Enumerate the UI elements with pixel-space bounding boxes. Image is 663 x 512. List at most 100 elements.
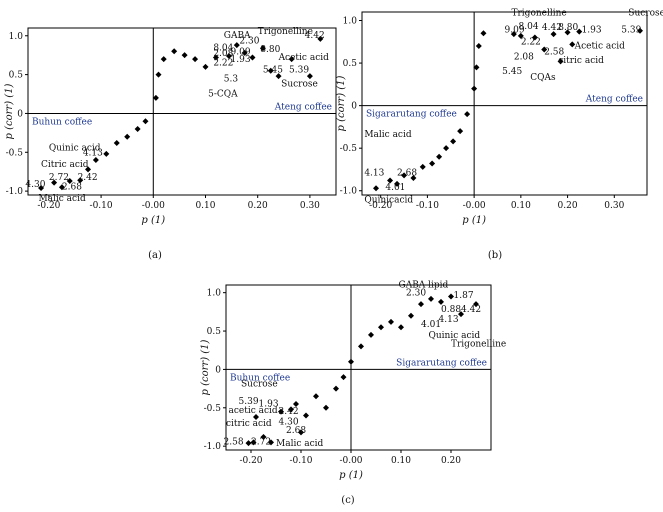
annotation-label: 1.93 xyxy=(259,399,279,409)
data-point xyxy=(245,440,252,447)
data-point xyxy=(160,56,167,63)
data-point xyxy=(233,42,240,49)
data-point xyxy=(464,111,471,118)
data-point xyxy=(124,133,131,140)
plot-frame xyxy=(225,284,492,451)
data-point xyxy=(253,414,259,420)
annotation-label: 2.08 xyxy=(213,49,233,59)
annotation-label: Trigonelline xyxy=(512,8,567,18)
data-point xyxy=(408,312,414,319)
quadrant-label-right: Ateng coffee xyxy=(274,102,332,112)
data-point xyxy=(317,35,324,42)
data-point xyxy=(323,404,329,411)
quadrant-label-left: Buhun coffee xyxy=(32,117,92,127)
quadrant-label-right: Sigararutang coffee xyxy=(396,358,487,368)
data-point xyxy=(378,324,384,331)
annotation-label: 8.04 xyxy=(213,44,233,54)
annotation-label: 8.80 xyxy=(260,45,280,55)
quadrant-label-left: Buhun coffee xyxy=(230,373,290,383)
panel-caption: (c) xyxy=(341,495,355,506)
y-tick-label: 0.5 xyxy=(343,59,358,69)
annotation-label: 5.3 xyxy=(224,75,239,85)
annotation-label: 9.09 xyxy=(231,47,251,57)
data-point xyxy=(260,433,267,440)
data-point xyxy=(443,145,450,152)
data-point xyxy=(557,58,564,65)
y-tick-label: -0.5 xyxy=(204,404,222,414)
x-tick-label: -0.20 xyxy=(37,201,60,211)
annotation-label: 1.93 xyxy=(231,55,251,65)
data-point xyxy=(418,301,424,308)
plot-frame xyxy=(361,11,648,196)
x-tick-label: -0.10 xyxy=(289,456,312,466)
data-point xyxy=(636,27,643,34)
data-point xyxy=(448,293,454,300)
data-point xyxy=(192,56,199,63)
data-point xyxy=(202,63,209,70)
data-point xyxy=(358,343,364,350)
data-point xyxy=(480,30,487,37)
annotation-label: 2.68 xyxy=(286,426,306,436)
data-point xyxy=(250,439,257,446)
annotation-label: Malic acid xyxy=(276,439,324,449)
y-axis-label: p (corr) (1) xyxy=(4,83,15,139)
y-tick-label: -0.5 xyxy=(340,144,358,154)
data-point xyxy=(152,94,159,101)
data-point xyxy=(85,166,92,173)
data-point xyxy=(51,179,58,186)
data-point xyxy=(569,41,576,48)
annotation-label: 5.45 xyxy=(502,67,522,77)
data-point xyxy=(550,31,557,38)
annotation-label: 0.88 xyxy=(441,305,461,315)
data-point xyxy=(458,311,464,318)
quadrant-label-right: Ateng coffee xyxy=(585,95,643,105)
annotation-label: Acetic acid xyxy=(278,53,330,63)
data-point xyxy=(373,185,380,192)
data-point xyxy=(134,125,141,132)
annotation-label: CQAs xyxy=(530,73,556,83)
data-point xyxy=(181,52,188,59)
x-tick-label: -0.20 xyxy=(369,201,392,211)
y-tick-label: 0.5 xyxy=(9,71,24,81)
annotation-label: Trigonelline xyxy=(258,27,313,37)
data-point xyxy=(517,32,524,39)
data-point xyxy=(241,49,248,56)
x-tick-label: 0.10 xyxy=(511,201,531,211)
annotation-label: acetic acid xyxy=(229,406,278,416)
annotation-label: GABA xyxy=(224,31,251,41)
x-tick-label: 0.20 xyxy=(248,201,268,211)
annotation-label: 1.93 xyxy=(582,25,602,35)
annotation-label: 2.30 xyxy=(239,37,259,47)
x-tick-label: -0.10 xyxy=(416,201,439,211)
y-tick-label: -0.5 xyxy=(6,148,24,158)
data-point xyxy=(438,298,444,305)
data-point xyxy=(306,73,313,80)
annotation-label: citric acid xyxy=(226,419,272,429)
y-tick-label: -1.0 xyxy=(340,187,358,197)
annotation-label: 4.30 xyxy=(279,418,299,428)
annotation-label: 2.68 xyxy=(62,183,82,193)
annotation-label: Citric acid xyxy=(41,160,89,170)
annotation-label: 9.09 xyxy=(505,25,525,35)
annotation-label: Sucrose xyxy=(628,8,663,18)
annotation-label: 5.39 xyxy=(621,25,641,35)
data-point xyxy=(268,439,274,446)
data-point xyxy=(38,185,45,192)
annotation-label: 2.58 xyxy=(544,48,564,58)
data-point xyxy=(288,406,294,413)
data-point xyxy=(473,301,479,308)
data-point xyxy=(348,358,354,365)
data-point xyxy=(249,54,256,61)
data-point xyxy=(212,54,219,61)
x-axis-label: p (1) xyxy=(462,215,486,226)
annotation-label: 4.13 xyxy=(364,168,384,178)
data-point xyxy=(428,295,434,302)
data-point xyxy=(473,64,480,71)
data-point xyxy=(171,48,178,55)
annotation-label: 4.13 xyxy=(439,315,459,325)
data-point xyxy=(398,324,404,331)
data-point xyxy=(92,157,99,164)
annotation-label: 2.42 xyxy=(279,407,299,417)
annotation-label: Trigonelline xyxy=(451,339,506,349)
panel-3: -0.20 -0.10 -0.00 0.10 0.20 1.0 0.5 0 -0.5 -1.0 p … xyxy=(200,280,506,506)
